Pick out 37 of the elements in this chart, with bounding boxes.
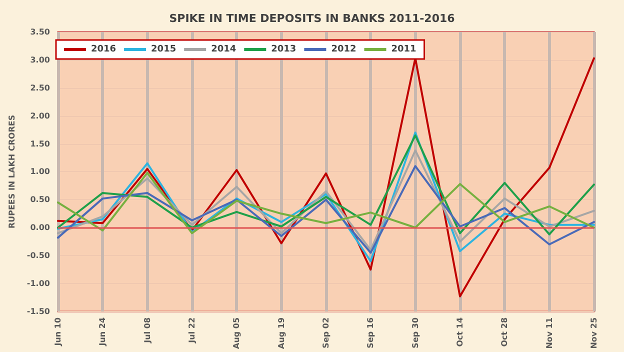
legend-label: 2014 <box>211 44 236 54</box>
y-tick-label: 2.00 <box>30 111 50 120</box>
y-tick-label: 3.50 <box>30 28 50 36</box>
x-tick-label: Nov 25 <box>590 317 598 349</box>
x-tick-label: Sep 02 <box>321 317 330 348</box>
legend-label: 2016 <box>91 44 116 54</box>
y-tick-label: 1.00 <box>30 167 50 176</box>
x-tick-label: Sep 16 <box>366 317 376 348</box>
x-tick-label: Jun 10 <box>53 317 62 347</box>
x-tick-label: Oct 14 <box>455 317 464 347</box>
x-tick-label: Oct 28 <box>500 317 510 347</box>
legend-label: 2013 <box>271 44 296 54</box>
chart-title: SPIKE IN TIME DEPOSITS IN BANKS 2011-2016 <box>169 12 456 25</box>
y-tick-label: 2.50 <box>30 83 50 92</box>
x-tick-label: Jul 22 <box>187 317 196 344</box>
y-axis-title: RUPEES IN LAKH CRORES <box>8 114 16 229</box>
x-tick-label: Sep 30 <box>410 317 420 348</box>
line-series <box>56 165 595 254</box>
line-series <box>56 134 595 236</box>
y-tick-label: -1.50 <box>26 306 50 316</box>
legend-label: 2012 <box>331 44 356 54</box>
x-tick-label: Aug 19 <box>276 317 286 349</box>
y-tick-label: 0.00 <box>30 223 50 232</box>
legend-label: 2011 <box>391 44 416 54</box>
x-tick-label: Nov 11 <box>544 317 554 349</box>
y-tick-label: -0.50 <box>26 251 50 260</box>
y-tick-label: 1.50 <box>30 139 50 148</box>
line-series <box>56 132 595 262</box>
y-tick-label: -1.00 <box>26 279 50 288</box>
x-tick-label: Aug 05 <box>232 317 242 349</box>
line-series <box>56 149 595 251</box>
x-tick-label: Jul 08 <box>142 317 152 344</box>
y-tick-label: 0.50 <box>30 195 50 204</box>
y-tick-label: 3.00 <box>30 55 50 64</box>
x-tick-label: Jun 24 <box>98 317 108 347</box>
legend-label: 2015 <box>151 44 176 54</box>
line-series <box>56 172 595 234</box>
